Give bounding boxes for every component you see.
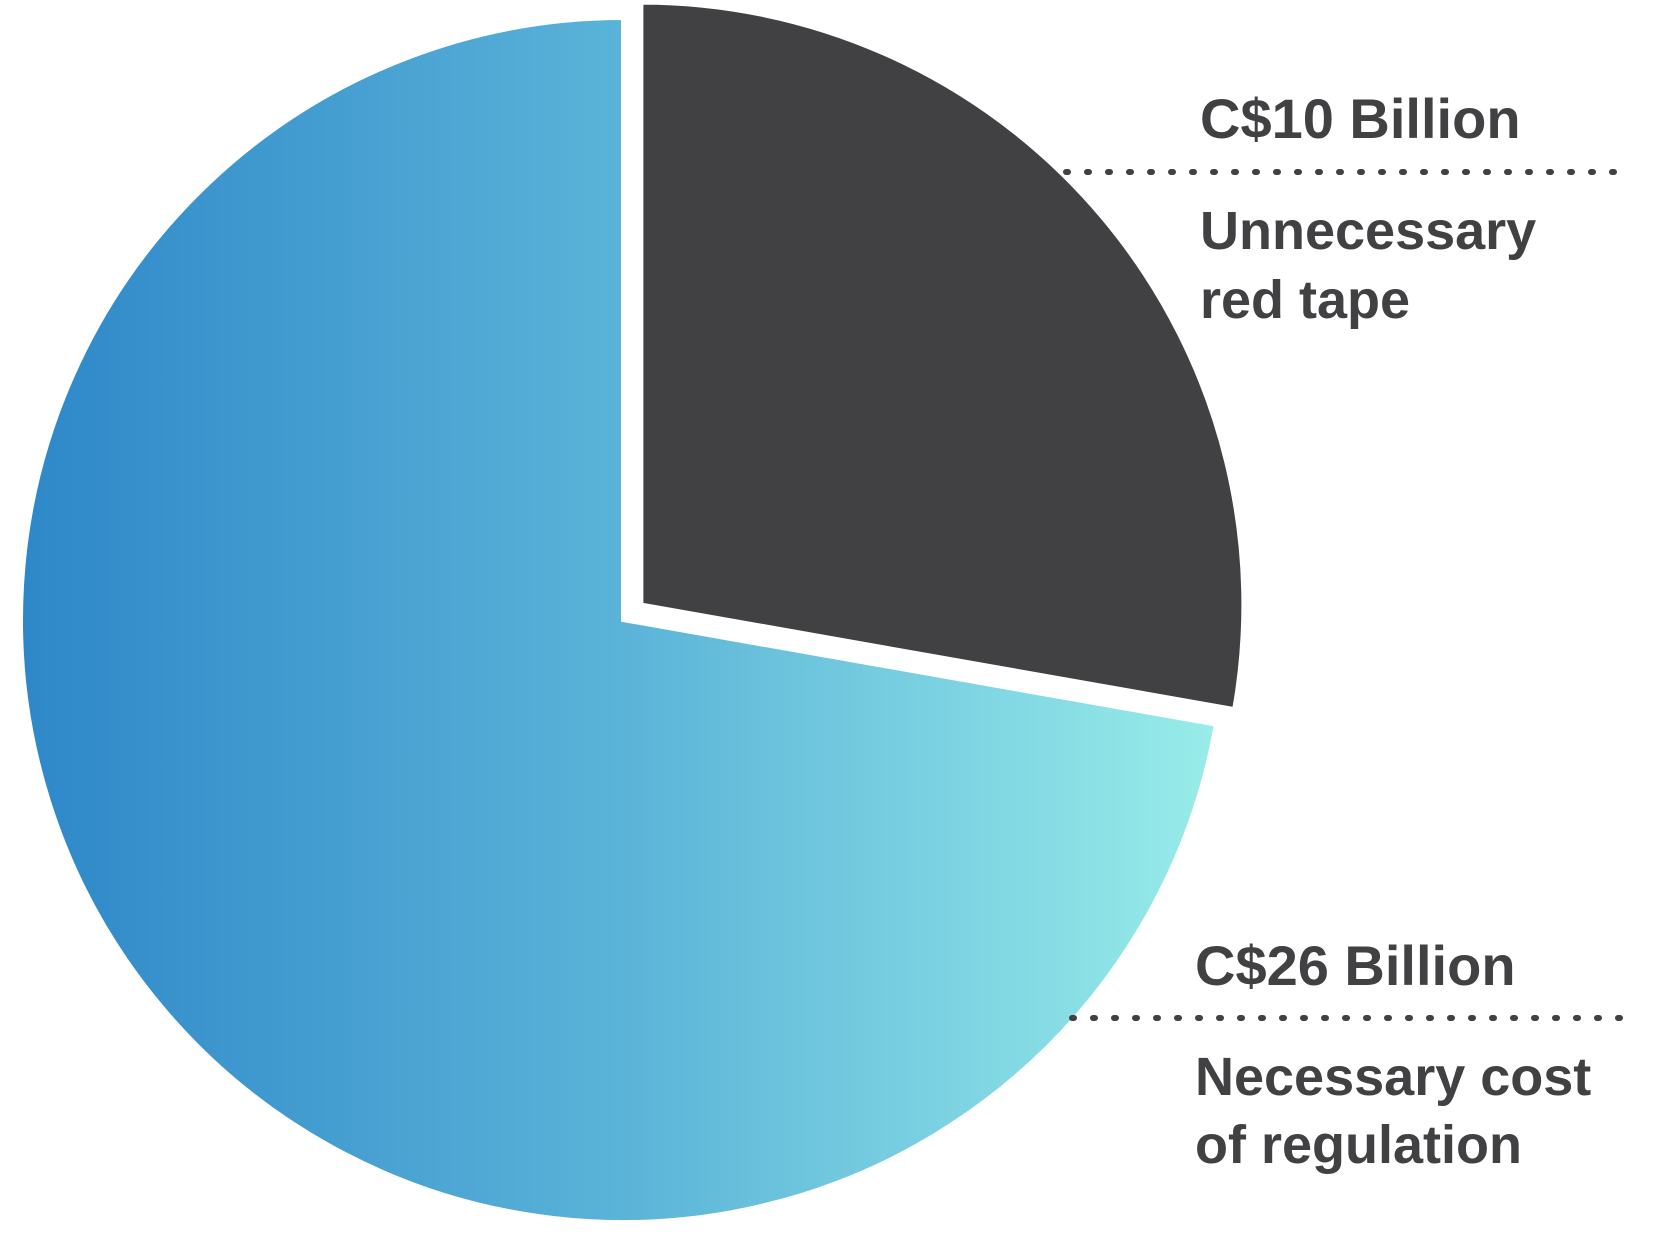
pie-slice-unnecessary-red-tape xyxy=(639,0,1246,712)
category-label-unnecessary-line-2: red tape xyxy=(1200,270,1410,330)
value-label-necessary: C$26 Billion xyxy=(1195,934,1516,997)
category-label-necessary-line-2: of regulation xyxy=(1195,1115,1522,1175)
pie-slice-necessary-cost xyxy=(19,15,1219,1224)
category-label-unnecessary-line-1: Unnecessary xyxy=(1200,201,1536,261)
value-label-unnecessary: C$10 Billion xyxy=(1200,87,1521,150)
category-label-necessary-line-1: Necessary cost xyxy=(1195,1047,1591,1107)
